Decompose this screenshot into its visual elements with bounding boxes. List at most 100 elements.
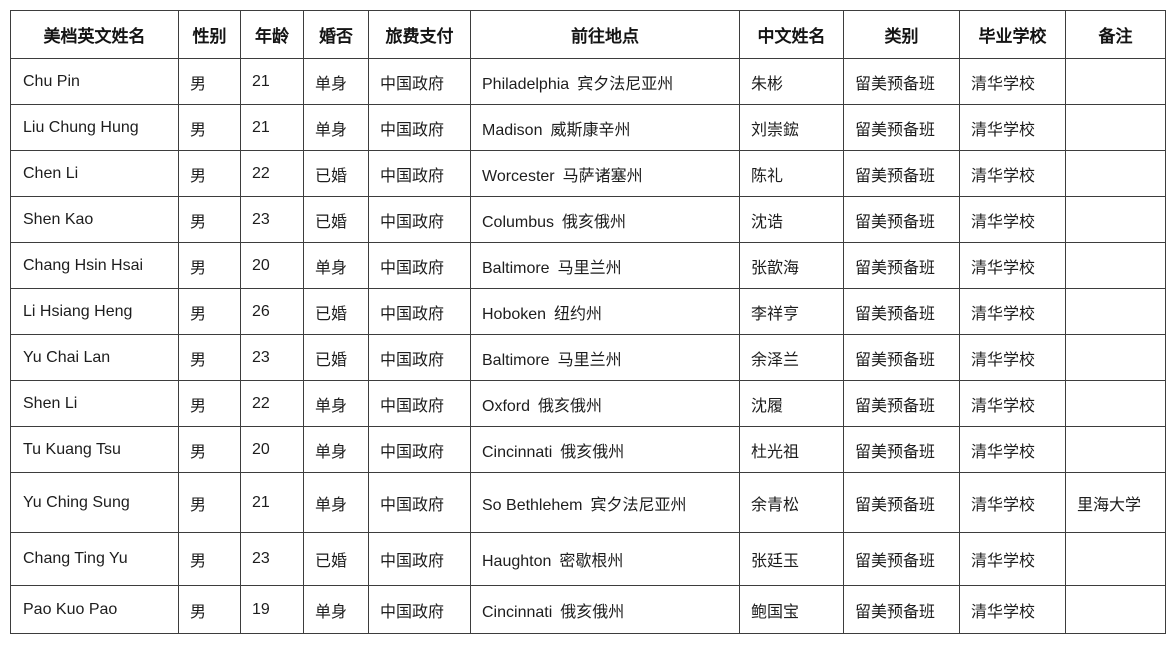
cell-age: 22: [240, 380, 304, 427]
cell-school: 清华学校: [959, 334, 1066, 381]
cell-school: 清华学校: [959, 104, 1066, 151]
destination-state-cn: 马萨诸塞州: [562, 167, 643, 185]
cell-en_name: Liu Chung Hung: [10, 104, 179, 151]
destination-state-cn: 俄亥俄州: [562, 213, 627, 231]
cell-school: 清华学校: [959, 472, 1066, 533]
cell-age: 22: [240, 150, 304, 197]
cell-school: 清华学校: [959, 242, 1066, 289]
destination-city: Cincinnati: [482, 443, 553, 461]
cell-school: 清华学校: [959, 585, 1066, 634]
cell-remarks: [1065, 334, 1166, 381]
cell-school: 清华学校: [959, 380, 1066, 427]
students-table: 美档英文姓名 性别 年龄 婚否 旅费支付 前往地点 中文姓名 类别 毕业学校 备注 Chu Pin…: [10, 10, 1166, 634]
header-en_name: 美档英文姓名: [10, 10, 179, 59]
cell-gender: 男: [178, 334, 241, 381]
cell-payment: 中国政府: [368, 288, 471, 335]
cell-destination: Baltimore 马里兰州: [470, 242, 740, 289]
table-body: Chu Pin 男 21 单身 中国政府 Philadelphia 宾夕法尼亚州 朱彬 留美预备…: [10, 58, 1166, 634]
cell-age: 23: [240, 532, 304, 586]
cell-en_name: Chang Hsin Hsai: [10, 242, 179, 289]
destination-state-cn: 宾夕法尼亚州: [577, 75, 674, 93]
cell-payment: 中国政府: [368, 196, 471, 243]
cell-gender: 男: [178, 242, 241, 289]
cell-marital: 单身: [303, 380, 369, 427]
cell-payment: 中国政府: [368, 104, 471, 151]
table-row: Pao Kuo Pao 男 19 单身 中国政府 Cincinnati 俄亥俄州 鲍国宝 留美预…: [10, 585, 1166, 634]
header-gender: 性别: [178, 10, 241, 59]
cell-remarks: [1065, 58, 1166, 105]
cell-remarks: [1065, 426, 1166, 473]
header-payment: 旅费支付: [368, 10, 471, 59]
cell-destination: Philadelphia 宾夕法尼亚州: [470, 58, 740, 105]
header-cn_name: 中文姓名: [739, 10, 844, 59]
cell-remarks: [1065, 104, 1166, 151]
header-marital: 婚否: [303, 10, 369, 59]
cell-en_name: Chang Ting Yu: [10, 532, 179, 586]
cell-payment: 中国政府: [368, 380, 471, 427]
cell-school: 清华学校: [959, 532, 1066, 586]
cell-gender: 男: [178, 150, 241, 197]
cell-cn_name: 陈礼: [739, 150, 844, 197]
cell-en_name: Shen Kao: [10, 196, 179, 243]
header-destination: 前往地点: [470, 10, 740, 59]
cell-cn_name: 鲍国宝: [739, 585, 844, 634]
table-row: Chang Hsin Hsai 男 20 单身 中国政府 Baltimore 马里兰州 张歆海…: [10, 242, 1166, 289]
header-school: 毕业学校: [959, 10, 1066, 59]
cell-gender: 男: [178, 532, 241, 586]
destination-state-cn: 俄亥俄州: [538, 397, 603, 415]
cell-age: 23: [240, 196, 304, 243]
cell-marital: 单身: [303, 426, 369, 473]
cell-marital: 单身: [303, 585, 369, 634]
cell-cn_name: 杜光祖: [739, 426, 844, 473]
cell-gender: 男: [178, 196, 241, 243]
cell-cn_name: 刘崇鋐: [739, 104, 844, 151]
cell-school: 清华学校: [959, 58, 1066, 105]
cell-cn_name: 李祥亨: [739, 288, 844, 335]
cell-gender: 男: [178, 426, 241, 473]
cell-destination: Madison 威斯康辛州: [470, 104, 740, 151]
cell-en_name: Shen Li: [10, 380, 179, 427]
cell-category: 留美预备班: [843, 196, 960, 243]
cell-category: 留美预备班: [843, 150, 960, 197]
cell-gender: 男: [178, 380, 241, 427]
cell-category: 留美预备班: [843, 334, 960, 381]
cell-category: 留美预备班: [843, 472, 960, 533]
cell-age: 20: [240, 242, 304, 289]
cell-gender: 男: [178, 585, 241, 634]
cell-en_name: Tu Kuang Tsu: [10, 426, 179, 473]
cell-age: 19: [240, 585, 304, 634]
table-row: Shen Kao 男 23 已婚 中国政府 Columbus 俄亥俄州 沈诰 留美预备班 清华学校: [10, 196, 1166, 243]
table-row: Li Hsiang Heng 男 26 已婚 中国政府 Hoboken 纽约州 李祥亨 留美预备…: [10, 288, 1166, 335]
cell-marital: 已婚: [303, 196, 369, 243]
destination-state-cn: 密歇根州: [559, 553, 624, 570]
cell-cn_name: 沈履: [739, 380, 844, 427]
cell-destination: Cincinnati 俄亥俄州: [470, 426, 740, 473]
destination-city: Oxford: [482, 397, 531, 415]
cell-marital: 已婚: [303, 532, 369, 586]
destination-state-cn: 马里兰州: [557, 259, 622, 277]
cell-payment: 中国政府: [368, 242, 471, 289]
header-remarks: 备注: [1065, 10, 1166, 59]
cell-remarks: 里海大学: [1065, 472, 1166, 533]
cell-destination: Worcester 马萨诸塞州: [470, 150, 740, 197]
destination-state-cn: 宾夕法尼亚州: [590, 496, 687, 514]
cell-payment: 中国政府: [368, 58, 471, 105]
destination-city: Worcester: [482, 167, 555, 185]
cell-category: 留美预备班: [843, 58, 960, 105]
table-row: Chang Ting Yu 男 23 已婚 中国政府 Haughton 密歇根州 张廷玉 留美预…: [10, 532, 1166, 586]
cell-marital: 已婚: [303, 334, 369, 381]
cell-remarks: [1065, 196, 1166, 243]
cell-payment: 中国政府: [368, 472, 471, 533]
cell-remarks: [1065, 242, 1166, 289]
cell-cn_name: 朱彬: [739, 58, 844, 105]
table-row: Tu Kuang Tsu 男 20 单身 中国政府 Cincinnati 俄亥俄州 杜光祖 留美…: [10, 426, 1166, 473]
cell-category: 留美预备班: [843, 242, 960, 289]
cell-remarks: [1065, 150, 1166, 197]
cell-destination: Oxford 俄亥俄州: [470, 380, 740, 427]
cell-destination: Haughton 密歇根州: [470, 532, 740, 586]
cell-marital: 单身: [303, 472, 369, 533]
cell-marital: 已婚: [303, 288, 369, 335]
cell-marital: 单身: [303, 242, 369, 289]
cell-cn_name: 张歆海: [739, 242, 844, 289]
cell-en_name: Chu Pin: [10, 58, 179, 105]
